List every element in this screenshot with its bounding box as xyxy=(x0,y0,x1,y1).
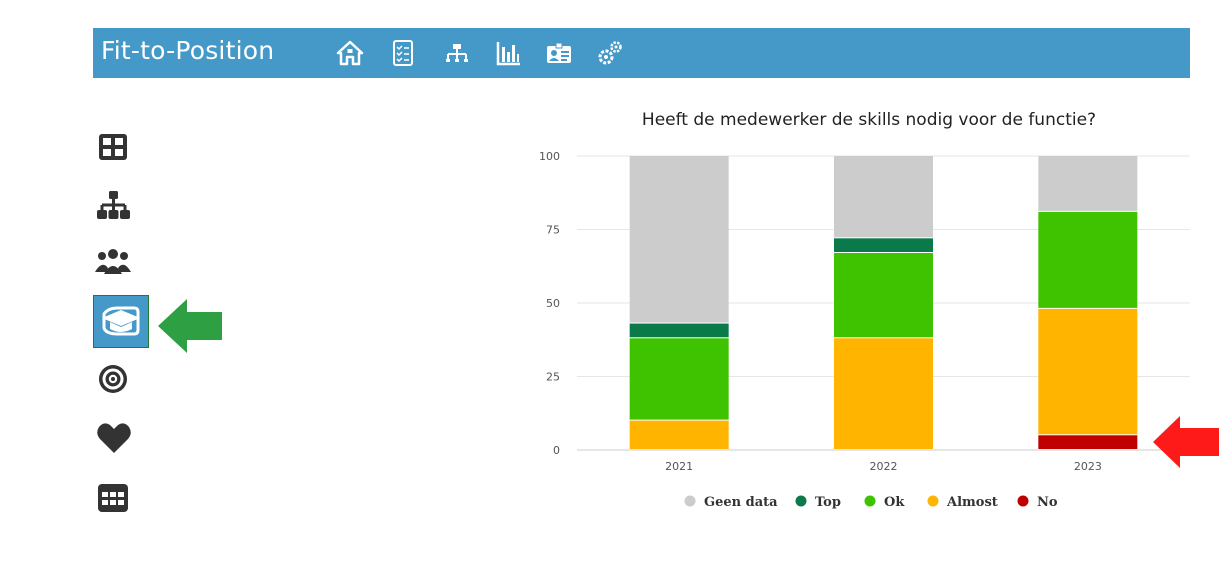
legend-marker[interactable] xyxy=(684,495,696,507)
legend-label[interactable]: Ok xyxy=(884,495,905,510)
legend-marker[interactable] xyxy=(795,495,807,507)
y-axis-ticks: 0 25 50 75 100 xyxy=(539,150,560,457)
team-icon[interactable] xyxy=(95,244,137,286)
green-pointer-arrow xyxy=(158,299,222,353)
checklist-icon[interactable] xyxy=(389,39,417,67)
chart-title: Heeft de medewerker de skills nodig voor… xyxy=(642,110,1096,130)
org-chart-icon[interactable] xyxy=(443,39,471,67)
home-icon[interactable] xyxy=(336,39,364,67)
legend-marker[interactable] xyxy=(927,495,939,507)
legend-marker[interactable] xyxy=(864,495,876,507)
app-title: Fit-to-Position xyxy=(101,36,275,65)
bar-chart-icon[interactable] xyxy=(495,39,523,67)
hierarchy-icon[interactable] xyxy=(95,187,137,229)
legend-label[interactable]: Geen data xyxy=(704,495,778,510)
id-card-icon[interactable] xyxy=(545,39,573,67)
y-tick-label: 100 xyxy=(539,150,560,163)
bar-segment-top-2022[interactable] xyxy=(834,238,933,253)
bar-segment-geen-data-2022[interactable] xyxy=(834,156,933,238)
legend-label[interactable]: Top xyxy=(815,495,841,510)
legend-marker[interactable] xyxy=(1017,495,1029,507)
legend-label[interactable]: Almost xyxy=(946,495,998,510)
y-tick-label: 75 xyxy=(546,224,560,237)
bar-segment-ok-2023[interactable] xyxy=(1038,211,1138,308)
x-tick-label: 2021 xyxy=(665,460,693,473)
bar-segment-geen-data-2021[interactable] xyxy=(629,156,729,323)
x-axis-ticks: 2021 2022 2023 xyxy=(665,460,1102,473)
table-icon[interactable] xyxy=(95,478,137,520)
bar-segment-ok-2021[interactable] xyxy=(629,338,729,420)
bar-segment-almost-2023[interactable] xyxy=(1038,308,1138,435)
target-icon[interactable] xyxy=(95,359,137,401)
y-tick-label: 50 xyxy=(546,297,560,310)
bar-segment-almost-2021[interactable] xyxy=(629,420,729,449)
bars xyxy=(629,156,1138,449)
x-tick-label: 2022 xyxy=(870,460,898,473)
gears-icon[interactable] xyxy=(596,39,624,67)
legend-label[interactable]: No xyxy=(1037,495,1058,510)
red-pointer-arrow xyxy=(1153,416,1219,468)
y-tick-label: 25 xyxy=(546,371,560,384)
bar-segment-geen-data-2023[interactable] xyxy=(1038,156,1138,211)
heart-icon[interactable] xyxy=(95,418,137,460)
top-bar: Fit-to-Position xyxy=(93,28,1190,78)
y-tick-label: 0 xyxy=(553,444,560,457)
bar-segment-top-2021[interactable] xyxy=(629,323,729,338)
bar-segment-almost-2022[interactable] xyxy=(834,338,933,449)
bar-segment-ok-2022[interactable] xyxy=(834,253,933,338)
grid-icon[interactable] xyxy=(95,129,137,171)
bar-segment-no-2023[interactable] xyxy=(1038,435,1138,449)
graduation-cap-icon[interactable] xyxy=(93,295,149,348)
x-tick-label: 2023 xyxy=(1074,460,1102,473)
legend: Geen data Top Ok Almost No xyxy=(684,495,1058,510)
